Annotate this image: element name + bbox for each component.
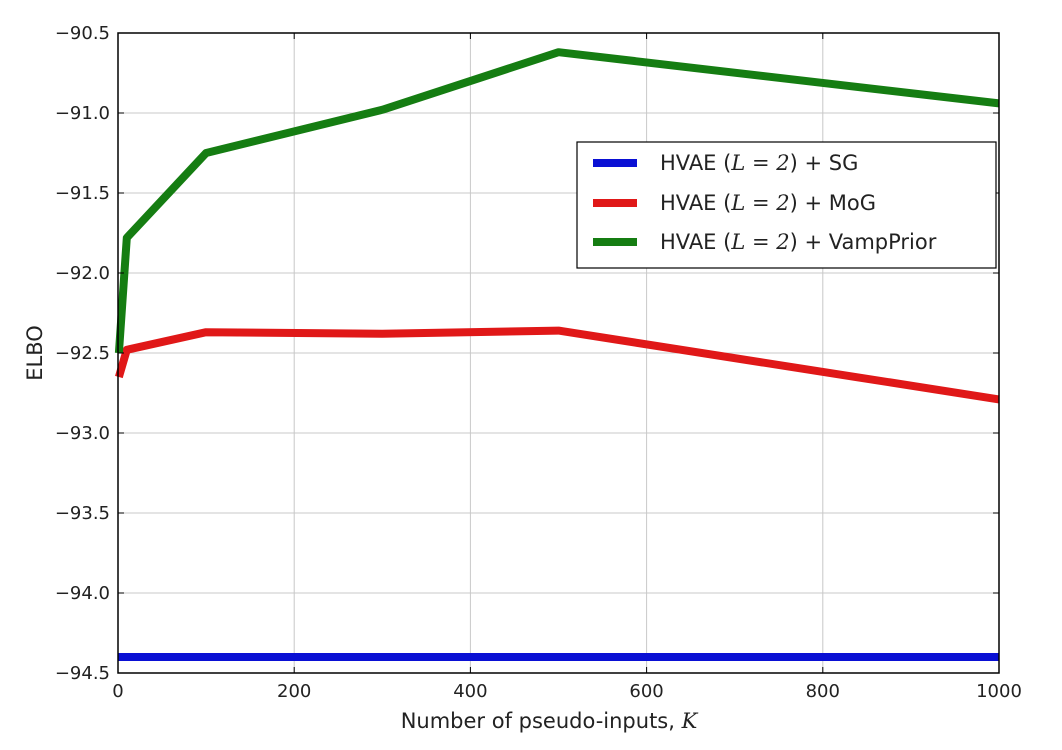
x-tick-label: 1000	[976, 681, 1022, 702]
legend-item-mog: HVAE (L = 2) + MoG	[593, 191, 876, 215]
y-tick-label: −91.5	[55, 183, 110, 204]
x-axis-ticks: 0 200 400 600 800 1000	[112, 33, 1022, 702]
legend-item-vampprior: HVAE (L = 2) + VampPrior	[593, 230, 937, 254]
x-axis-label: Number of pseudo-inputs, K	[401, 709, 699, 733]
x-tick-label: 200	[277, 681, 311, 702]
y-axis-ticks: −90.5 −91.0 −91.5 −92.0 −92.5 −93.0 −93.5 −94.0…	[55, 23, 999, 684]
series-line-mog	[115, 326, 1000, 404]
x-tick-label: 800	[806, 681, 840, 702]
x-tick-label: 400	[453, 681, 487, 702]
x-tick-label: 0	[112, 681, 123, 702]
grid-lines	[117, 32, 1000, 674]
y-tick-label: −94.0	[55, 583, 110, 604]
y-tick-label: −91.0	[55, 103, 110, 124]
series-lines	[114, 48, 1000, 661]
legend-label: HVAE (L = 2) + SG	[660, 151, 858, 175]
y-tick-label: −92.5	[55, 343, 110, 364]
legend-box	[576, 141, 997, 269]
series-line-vampprior	[114, 48, 1000, 354]
legend-item-sg: HVAE (L = 2) + SG	[593, 151, 858, 175]
legend-label: HVAE (L = 2) + MoG	[660, 191, 876, 215]
y-tick-label: −90.5	[55, 23, 110, 44]
x-tick-label: 600	[629, 681, 663, 702]
y-axis-label: ELBO	[23, 325, 47, 381]
y-tick-label: −94.5	[55, 663, 110, 684]
y-tick-label: −92.0	[55, 263, 110, 284]
legend-label: HVAE (L = 2) + VampPrior	[660, 230, 937, 254]
legend: HVAE (L = 2) + SG HVAE (L = 2) + MoG HVAE …	[576, 141, 997, 269]
y-tick-label: −93.0	[55, 423, 110, 444]
y-tick-label: −93.5	[55, 503, 110, 524]
